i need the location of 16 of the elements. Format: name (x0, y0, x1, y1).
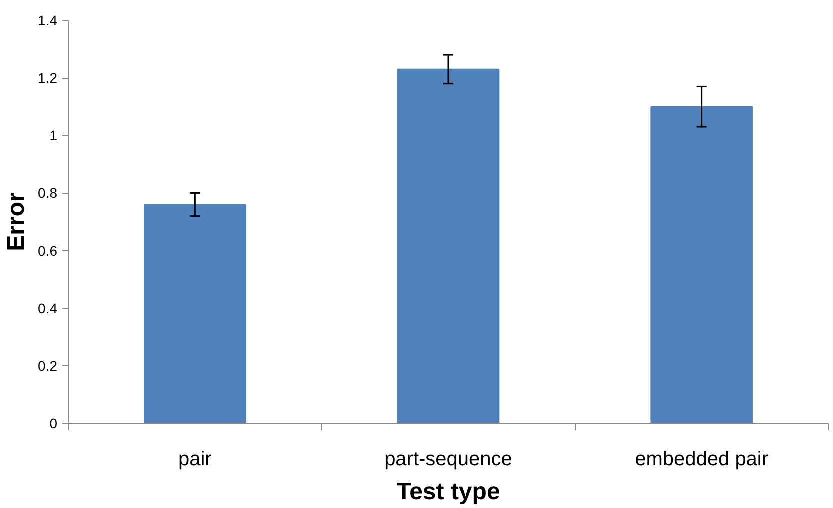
y-tick-label: 0.4 (38, 300, 58, 316)
y-axis-title: Error (3, 192, 30, 252)
y-tick-label: 0.2 (38, 358, 58, 374)
y-tick-label: 0 (50, 416, 58, 432)
bar (650, 106, 753, 424)
x-tick-label: part-sequence (384, 448, 512, 470)
x-axis-title: Test type (396, 478, 500, 506)
y-tick-label: 1.4 (38, 12, 58, 28)
y-tick-label: 1.2 (38, 70, 58, 86)
bar (144, 204, 246, 424)
y-tick-label: 0.6 (38, 242, 58, 259)
x-tick-label: pair (178, 448, 212, 470)
y-tick-label: 1 (50, 128, 58, 144)
bar (397, 68, 500, 424)
y-tick-label: 0.8 (38, 185, 58, 202)
x-tick-label: embedded pair (635, 448, 769, 470)
